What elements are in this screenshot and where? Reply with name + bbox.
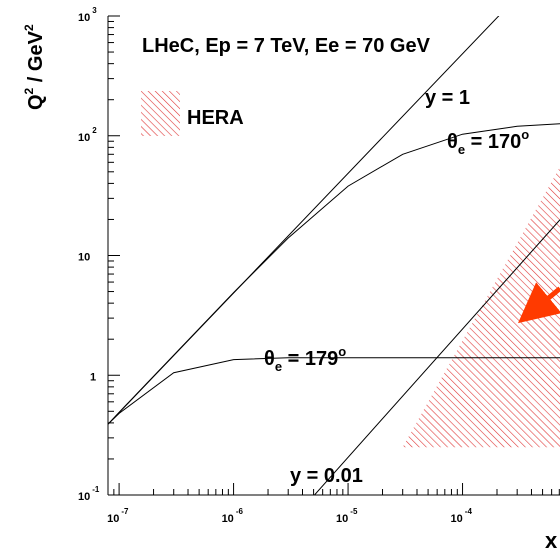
- series-line--e-179-: [108, 357, 560, 425]
- y-tick-label: 102: [78, 126, 97, 144]
- x-tick-label: 10-4: [451, 507, 473, 525]
- degree-symbol: o: [521, 127, 529, 142]
- legend-hera-label: HERA: [187, 107, 244, 129]
- y-axis-label-sup2: 2: [22, 24, 36, 31]
- y-axis-label-main: Q: [25, 94, 47, 110]
- y-tick-label: 10-1: [78, 485, 100, 503]
- x-tick-label: 10-5: [336, 507, 358, 525]
- y-axis-label: Q2 / GeV2: [22, 24, 47, 110]
- theta-value: = 179: [282, 348, 338, 370]
- theta-symbol: θ: [447, 131, 458, 153]
- y-axis-label-unit: / GeV: [25, 30, 47, 87]
- series-line--e-170-: [108, 123, 560, 425]
- degree-symbol: o: [338, 344, 346, 359]
- annotation-y-1: y = 1: [425, 87, 470, 109]
- theta-170-label: θe = 170o: [447, 127, 529, 157]
- y-axis-label-sup1: 2: [22, 87, 36, 94]
- theta-symbol: θ: [264, 348, 275, 370]
- theta-subscript: e: [275, 359, 282, 374]
- chart-title: LHeC, Ep = 7 TeV, Ee = 70 GeV: [142, 35, 431, 57]
- hera-region: [402, 166, 560, 448]
- theta-179-label: θe = 179o: [264, 344, 346, 374]
- x-tick-label: 10-7: [107, 507, 129, 525]
- legend-hera-swatch: [141, 91, 180, 136]
- x-tick-label: 10-6: [222, 507, 244, 525]
- red-arrow: [518, 282, 560, 324]
- y-tick-label: 1: [90, 371, 96, 383]
- x-axis-label: x: [545, 528, 558, 553]
- y-tick-label: 10: [78, 252, 90, 264]
- legend: HERA: [141, 91, 244, 136]
- series-line-y-0-01: [313, 219, 560, 495]
- y-tick-label: 103: [78, 6, 97, 24]
- annotation-y-0.01: y = 0.01: [290, 465, 363, 487]
- theta-value: = 170: [465, 131, 521, 153]
- theta-subscript: e: [458, 142, 465, 157]
